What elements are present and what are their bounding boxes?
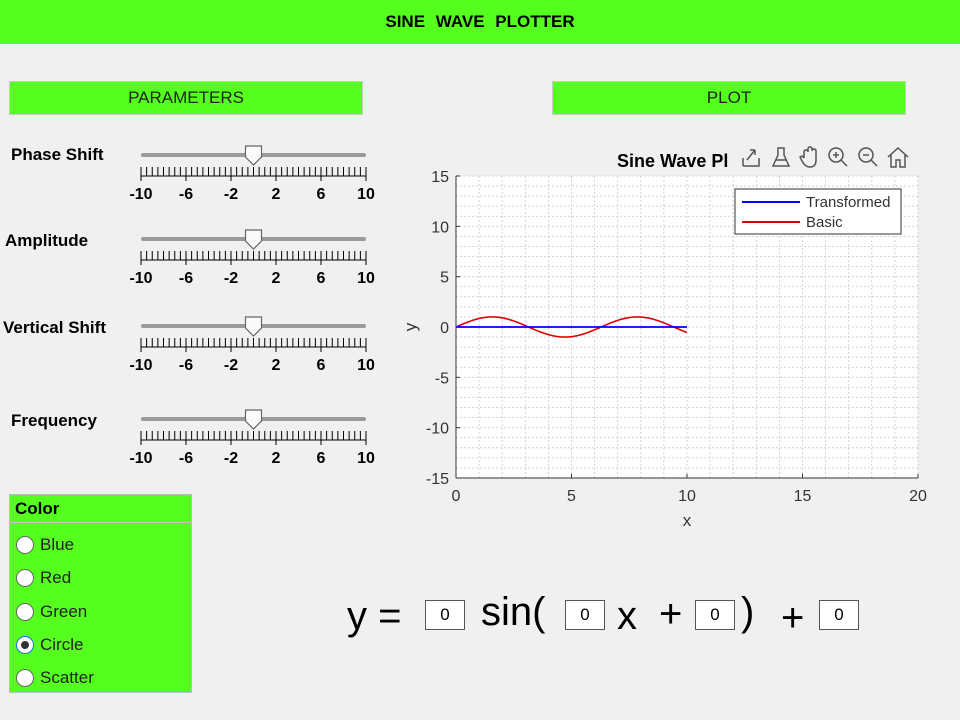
x-axis-label: x <box>683 511 692 530</box>
legend-box <box>734 188 902 235</box>
equation-plus-2: + <box>781 596 805 640</box>
vertical-shift-label: Vertical Shift <box>3 318 106 337</box>
radio-button-icon[interactable] <box>16 536 34 554</box>
zoom-out-icon[interactable] <box>858 147 878 167</box>
slider-tick-label: 10 <box>357 270 375 287</box>
frequency-slider[interactable]: -10 -6 -2 2 6 10 <box>130 407 380 467</box>
slider-tick-label: -6 <box>179 270 193 287</box>
phase-field[interactable]: 0 <box>695 600 735 630</box>
slider-thumb[interactable] <box>244 316 263 337</box>
radio-circle[interactable]: Circle <box>16 635 83 655</box>
color-radio-group: Color <box>9 494 192 693</box>
radio-button-icon[interactable] <box>16 602 34 621</box>
plot-toolbar <box>742 146 909 168</box>
y-tick-label: -15 <box>426 471 449 488</box>
vertical-shift-field[interactable]: 0 <box>819 600 859 630</box>
slider-tick-label: -10 <box>130 357 153 374</box>
parameters-header: PARAMETERS <box>9 81 363 115</box>
slider-tick-label: 2 <box>272 450 281 467</box>
x-tick-label: 10 <box>678 488 696 505</box>
radio-button-icon[interactable] <box>16 569 34 588</box>
frequency-label: Frequency <box>11 411 97 430</box>
slider-tick-label: -10 <box>130 270 153 287</box>
series-basic-line <box>455 316 688 338</box>
equation-y-equals: y = <box>347 594 402 638</box>
equation-sin: sin( <box>481 590 546 634</box>
y-tick-label: 5 <box>440 270 449 287</box>
radio-label: Circle <box>40 634 84 654</box>
amplitude-slider[interactable]: -10 -6 -2 2 6 10 <box>130 227 380 287</box>
phase-shift-label: Phase Shift <box>11 145 104 164</box>
slider-tick-label: 6 <box>317 357 326 374</box>
equation-x: x <box>617 594 637 638</box>
slider-tick-label: 2 <box>272 186 281 203</box>
slider-tick-label: -2 <box>224 186 238 203</box>
slider-tick-label: 6 <box>317 270 326 287</box>
radio-green[interactable]: Green <box>16 602 87 622</box>
y-tick-label: -5 <box>435 370 449 387</box>
radio-blue[interactable]: Blue <box>16 535 74 555</box>
slider-thumb[interactable] <box>244 145 263 166</box>
slider-tick-label: -6 <box>179 450 193 467</box>
radio-label: Red <box>40 568 72 588</box>
phase-shift-slider[interactable]: -10 -6 -2 2 6 10 <box>130 143 380 203</box>
plot-header-label: PLOT <box>706 88 752 107</box>
chart-title: Sine Wave Pl <box>617 151 728 171</box>
slider-tick-label: -2 <box>224 450 238 467</box>
x-tick-label: 0 <box>452 488 461 505</box>
slider-tick-label: -10 <box>130 450 153 467</box>
sine-wave-plot[interactable]: 0 5 10 15 20 15 10 5 0 -5 -10 -15 x y Sine Wave Pl Tran… <box>395 140 935 540</box>
x-tick-label: 5 <box>567 488 576 505</box>
radio-label: Green <box>40 601 88 621</box>
slider-tick-label: -2 <box>224 270 238 287</box>
slider-tick-label: 10 <box>357 186 375 203</box>
slider-thumb[interactable] <box>244 229 263 250</box>
slider-thumb[interactable] <box>244 409 263 430</box>
parameters-header-label: PARAMETERS <box>128 88 244 107</box>
amplitude-field[interactable]: 0 <box>425 600 465 630</box>
legend-label: Transformed <box>806 194 890 211</box>
slider-tick-label: 6 <box>317 186 326 203</box>
slider-tick-label: 10 <box>357 357 375 374</box>
radio-label: Scatter <box>40 668 94 688</box>
y-tick-label: 15 <box>431 169 449 186</box>
y-tick-label: -10 <box>426 421 449 438</box>
y-tick-label: 0 <box>440 320 449 337</box>
app-title: SINE WAVE PLOTTER <box>385 12 575 31</box>
slider-tick-label: 2 <box>272 270 281 287</box>
x-tick-label: 20 <box>909 488 927 505</box>
radio-button-icon[interactable] <box>16 635 34 654</box>
equation-plus-1: + <box>659 592 683 636</box>
slider-tick-label: 2 <box>272 357 281 374</box>
slider-tick-label: -2 <box>224 357 238 374</box>
legend-label: Basic <box>806 214 843 231</box>
vertical-shift-slider[interactable]: -10 -6 -2 2 6 10 <box>130 314 380 374</box>
radio-scatter[interactable]: Scatter <box>16 668 94 688</box>
y-tick-label: 10 <box>431 219 449 236</box>
radio-button-icon[interactable] <box>16 669 34 688</box>
slider-tick-label: -10 <box>130 186 153 203</box>
radio-label: Blue <box>40 535 75 554</box>
slider-tick-label: -6 <box>179 357 193 374</box>
chart-legend[interactable]: Transformed Basic <box>734 188 902 235</box>
slider-tick-label: 10 <box>357 450 375 467</box>
color-group-title: Color <box>10 495 191 523</box>
pan-icon[interactable] <box>799 146 817 168</box>
brush-icon[interactable] <box>771 147 791 167</box>
frequency-field[interactable]: 0 <box>565 600 605 630</box>
x-tick-label: 15 <box>794 488 812 505</box>
zoom-in-icon[interactable] <box>828 147 848 167</box>
plot-header: PLOT <box>552 81 906 115</box>
export-icon[interactable] <box>742 149 760 167</box>
radio-red[interactable]: Red <box>16 568 71 588</box>
equation-close-paren: ) <box>741 590 755 634</box>
y-axis-label: y <box>401 322 420 331</box>
home-icon[interactable] <box>887 146 909 168</box>
amplitude-label: Amplitude <box>5 231 89 250</box>
slider-tick-label: 6 <box>317 450 326 467</box>
slider-tick-label: -6 <box>179 186 193 203</box>
app-title-bar: SINE WAVE PLOTTER <box>0 0 960 44</box>
